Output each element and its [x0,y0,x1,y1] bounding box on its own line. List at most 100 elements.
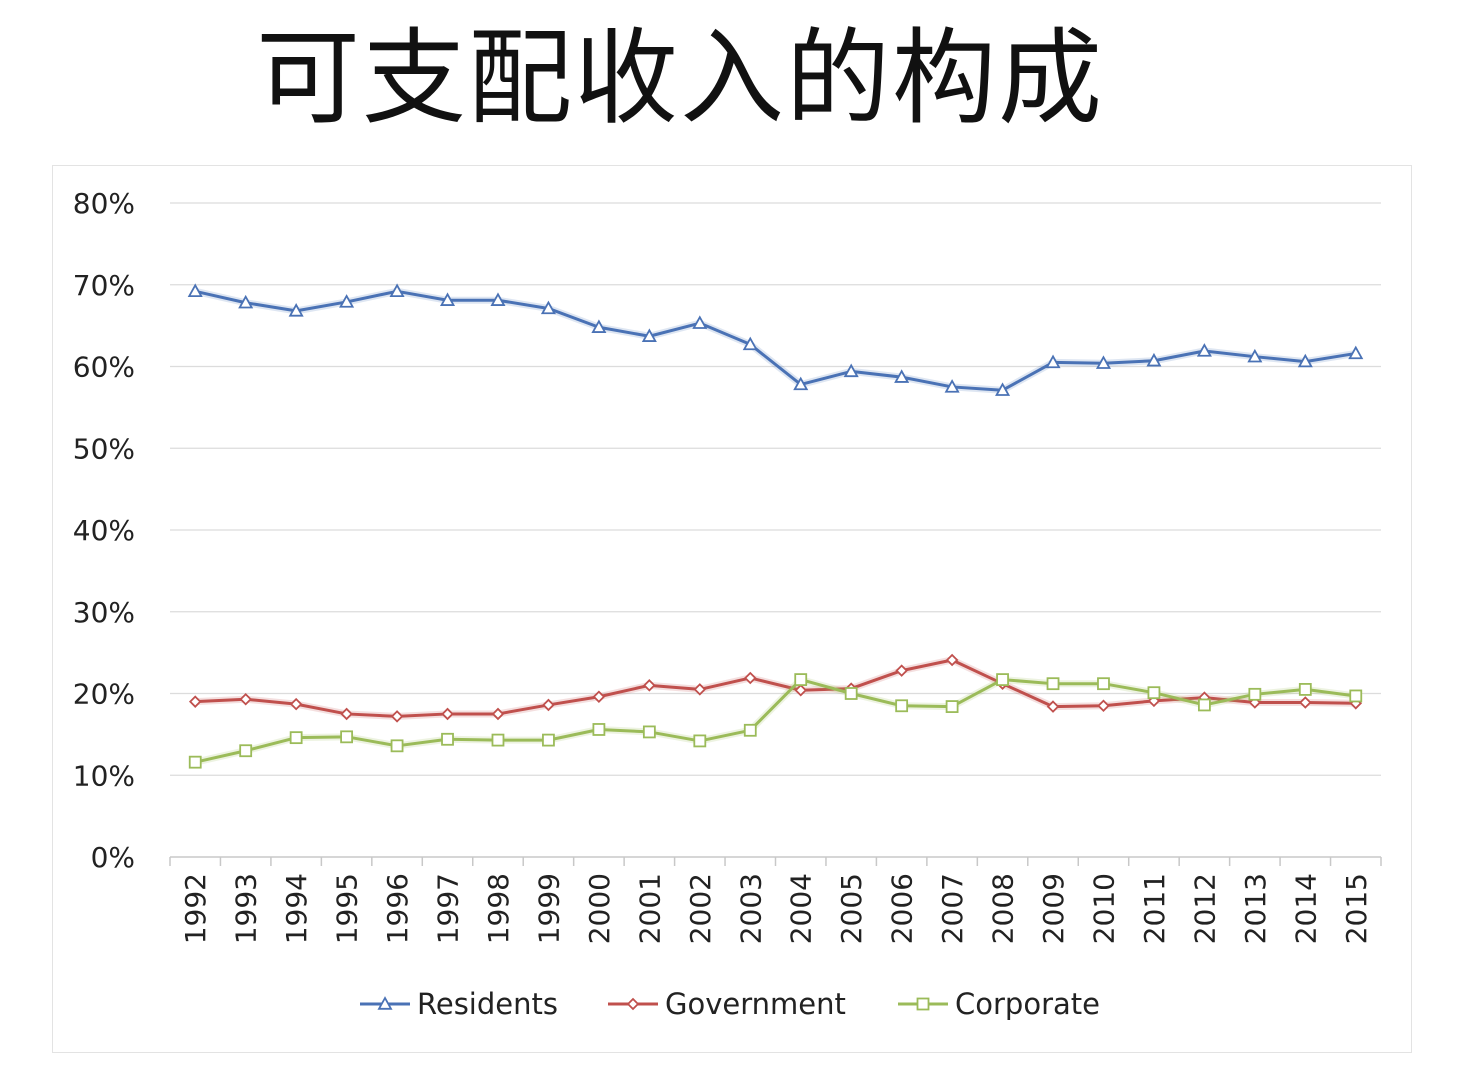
y-axis-ticks: 0% 10% 20% 30% 40% 50% 60% 70% 80% [73,187,135,874]
x-tick-label: 1996 [381,873,414,944]
series-corporate [188,673,1363,769]
point-corporate [794,673,808,687]
point-government [794,683,808,697]
x-tick-label: 2002 [684,873,717,944]
legend-item-corporate: Corporate [898,987,1100,1021]
point-residents [187,283,203,297]
point-corporate [642,725,656,739]
point-residents [843,363,859,378]
point-government [340,707,353,721]
x-tick-label: 2000 [583,873,616,944]
x-tick-label: 1995 [331,873,364,944]
legend-swatch-marker [377,996,393,1010]
chart-frame: 0% 10% 20% 30% 40% 50% 60% 70% 80% 1992 1993 1994 1… [52,165,1412,1053]
point-residents [238,294,254,309]
point-residents [288,303,304,317]
y-tick-label: 50% [73,432,135,465]
point-government [592,690,606,704]
point-residents [692,315,708,329]
point-government [239,692,252,706]
y-tick-label: 40% [73,514,135,547]
y-tick-label: 70% [73,269,135,302]
x-tick-label: 2003 [734,873,767,944]
point-corporate [390,739,404,753]
point-residents [1297,353,1313,368]
x-tick-label: 2014 [1289,873,1322,944]
x-tick-label: 1994 [280,873,313,944]
point-corporate [491,733,505,747]
point-corporate [289,731,303,745]
x-tick-label: 1997 [432,873,465,944]
point-corporate [743,723,757,737]
point-government [1046,700,1060,713]
legend-swatch-marker [626,997,640,1011]
point-government [743,671,757,685]
legend-label: Residents [417,987,558,1021]
point-residents [591,319,607,333]
point-government [643,679,656,692]
x-tick-label: 2005 [835,873,868,944]
y-tick-label: 20% [73,678,135,711]
x-tick-label: 2012 [1188,873,1221,944]
point-corporate [188,755,202,769]
point-corporate [441,732,454,746]
point-residents [439,292,456,306]
x-axis: 1992 1993 1994 1995 1996 1997 1998 1999 2000 2001… [169,856,1382,944]
series-government-line [195,658,1356,718]
y-tick-label: 80% [73,187,135,220]
point-residents [1146,352,1162,367]
gridlines [170,202,1381,776]
x-tick-label: 2011 [1138,873,1171,944]
point-government [289,697,303,711]
series-residents-line [194,289,1357,392]
point-corporate [1097,677,1110,691]
x-tick-label: 1993 [230,873,263,944]
point-government [491,707,505,721]
line-chart: 0%10%20%30%40%50%60%70%80% 1992 1993 1994 1… [73,187,1382,1021]
legend: Residents Government Corporate [360,987,1100,1021]
x-tick-label: 2015 [1340,873,1373,944]
point-government [542,698,555,712]
legend-item-government: Government [608,987,846,1021]
y-tick-label: 10% [73,759,135,792]
x-tick-label: 2004 [785,873,818,944]
legend-label: Corporate [955,987,1100,1021]
point-corporate [844,687,858,700]
x-tick-label: 2008 [987,873,1020,944]
y-tick-label: 60% [73,351,135,384]
series-residents [187,283,1364,396]
point-corporate [1349,689,1363,703]
series-layer [187,283,1364,769]
point-residents [742,336,758,351]
point-corporate [592,723,606,736]
point-corporate [1197,698,1211,712]
point-residents [793,376,809,391]
point-corporate [895,699,909,713]
series-corporate-line [194,678,1356,764]
x-tick-label: 1998 [482,873,515,944]
point-residents [1045,354,1061,369]
x-tick-label: 2006 [886,873,919,944]
point-residents [1247,348,1263,363]
x-tick-label: 2013 [1239,873,1272,944]
y-tick-label: 0% [91,841,135,874]
legend-swatch-marker [916,997,930,1011]
point-residents [894,369,910,383]
point-corporate [1298,683,1312,696]
legend-item-residents: Residents [360,987,558,1021]
point-residents [944,379,960,393]
x-tick-label: 2009 [1037,873,1070,944]
x-tick-label: 1992 [179,873,212,944]
point-government [895,664,908,677]
series-corporate-shadow [194,676,1357,766]
point-residents [540,300,556,315]
x-tick-label: 2010 [1087,873,1120,944]
point-residents [1095,355,1112,369]
point-government [441,707,454,721]
series-government [188,653,1363,723]
page-title: 可支配收入的构成 [255,17,1104,139]
legend-label: Government [665,987,846,1021]
point-residents [1196,343,1212,357]
point-government [390,710,404,723]
point-government [188,695,202,708]
